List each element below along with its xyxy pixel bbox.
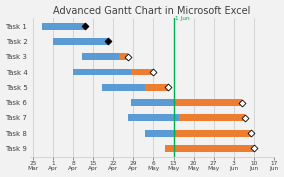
Bar [145, 130, 176, 137]
Bar [73, 68, 131, 75]
Bar [128, 115, 179, 121]
Bar [145, 84, 168, 91]
Bar [42, 23, 85, 30]
Bar [82, 53, 119, 60]
Bar [131, 68, 153, 75]
Bar [102, 84, 145, 91]
Bar [174, 99, 242, 106]
Bar [131, 99, 174, 106]
Text: 1 Jun: 1 Jun [175, 16, 190, 21]
Bar [165, 145, 254, 152]
Bar [176, 130, 251, 137]
Title: Advanced Gantt Chart in Microsoft Excel: Advanced Gantt Chart in Microsoft Excel [53, 5, 251, 16]
Bar [119, 53, 128, 60]
Bar [53, 38, 108, 45]
Bar [179, 115, 245, 121]
